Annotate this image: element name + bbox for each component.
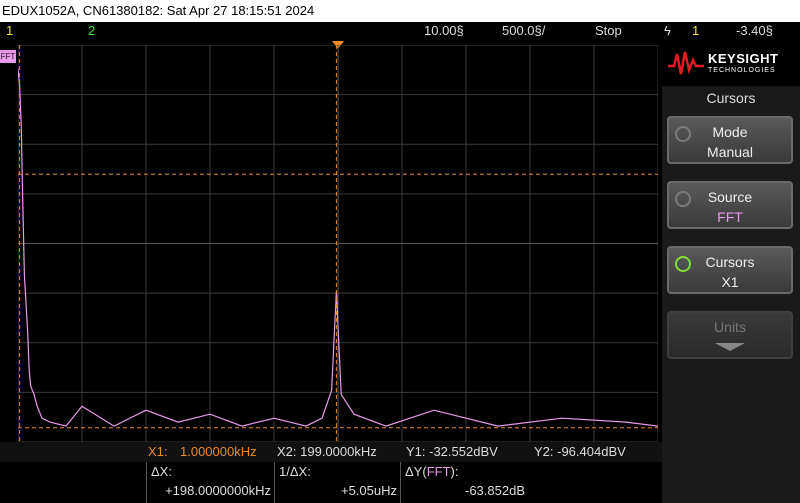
channel-1-indicator[interactable]: 1: [6, 23, 14, 38]
inverse-delta-x-cell: 1/ΔX: +5.05uHz: [274, 462, 401, 503]
title-text: EDUX1052A, CN61380182: Sat Apr 27 18:15:…: [2, 3, 315, 18]
delta-y-prefix: ΔY(: [405, 464, 427, 479]
knob-active-icon: [675, 256, 691, 272]
sample-rate-readout: 500.0§/: [502, 23, 546, 38]
mode-softkey[interactable]: Mode Manual: [667, 116, 793, 164]
fft-plot: [18, 45, 658, 442]
inverse-delta-x-value: +5.05uHz: [340, 483, 397, 498]
cursors-label: Cursors: [705, 254, 755, 270]
knob-icon: [675, 191, 691, 207]
units-softkey[interactable]: Units: [667, 311, 793, 359]
waveform-display[interactable]: [18, 45, 658, 442]
mode-value: Manual: [707, 144, 753, 160]
delta-y-label: ΔY(FFT):: [405, 464, 458, 479]
x2-readout: X2: 199.0000kHz: [277, 444, 377, 459]
knob-icon: [675, 126, 691, 142]
x1-value: 1.000000kHz: [180, 444, 257, 459]
delta-y-source: FFT: [426, 464, 451, 479]
keysight-wave-icon: [668, 51, 704, 75]
status-bar: 1 2 10.00§ 500.0§/ Stop ϟ 1 -3.40§: [0, 22, 800, 40]
source-value: FFT: [717, 209, 743, 225]
mode-label: Mode: [712, 124, 748, 140]
delta-y-value: -63.852dB: [465, 483, 525, 498]
logo-subtitle: TECHNOLOGIES: [708, 67, 776, 74]
trigger-level: -3.40§: [736, 23, 773, 38]
run-state: Stop: [595, 23, 622, 38]
trigger-channel: 1: [692, 23, 700, 38]
fft-trace: [18, 68, 658, 427]
delta-y-suffix: ):: [450, 464, 459, 479]
units-label: Units: [714, 319, 746, 335]
logo-name: KEYSIGHT: [708, 51, 779, 66]
fft-channel-tag: FFT: [0, 50, 16, 63]
softkey-panel: KEYSIGHT TECHNOLOGIES Cursors Mode Manua…: [662, 40, 800, 503]
delta-x-value: +198.0000000kHz: [165, 483, 271, 498]
x1-label: X1:: [148, 444, 168, 459]
y1-readout: Y1: -32.552dBV: [406, 444, 498, 459]
y2-readout: Y2: -96.404dBV: [534, 444, 626, 459]
inverse-delta-x-label: 1/ΔX:: [279, 464, 311, 479]
chevron-down-icon: [715, 343, 745, 351]
source-label: Source: [707, 189, 753, 205]
delta-x-cell: ΔX: +198.0000000kHz: [146, 462, 275, 503]
title-bar: EDUX1052A, CN61380182: Sat Apr 27 18:15:…: [0, 0, 800, 22]
keysight-logo: KEYSIGHT TECHNOLOGIES: [662, 40, 800, 86]
delta-x-label: ΔX:: [151, 464, 172, 479]
cursor-readout-row1: X1: 1.000000kHz X2: 199.0000kHz Y1: -32.…: [0, 442, 662, 462]
source-softkey[interactable]: Source FFT: [667, 181, 793, 229]
delta-y-cell: ΔY(FFT): -63.852dB: [400, 462, 529, 503]
menu-title: Cursors: [706, 90, 756, 106]
timebase-readout: 10.00§: [424, 23, 464, 38]
channel-2-indicator[interactable]: 2: [88, 23, 96, 38]
cursors-softkey[interactable]: Cursors X1: [667, 246, 793, 294]
trigger-edge-icon: ϟ: [664, 23, 671, 38]
cursors-value: X1: [721, 274, 739, 290]
cursor-readout-row2: ΔX: +198.0000000kHz 1/ΔX: +5.05uHz ΔY(FF…: [0, 462, 662, 503]
